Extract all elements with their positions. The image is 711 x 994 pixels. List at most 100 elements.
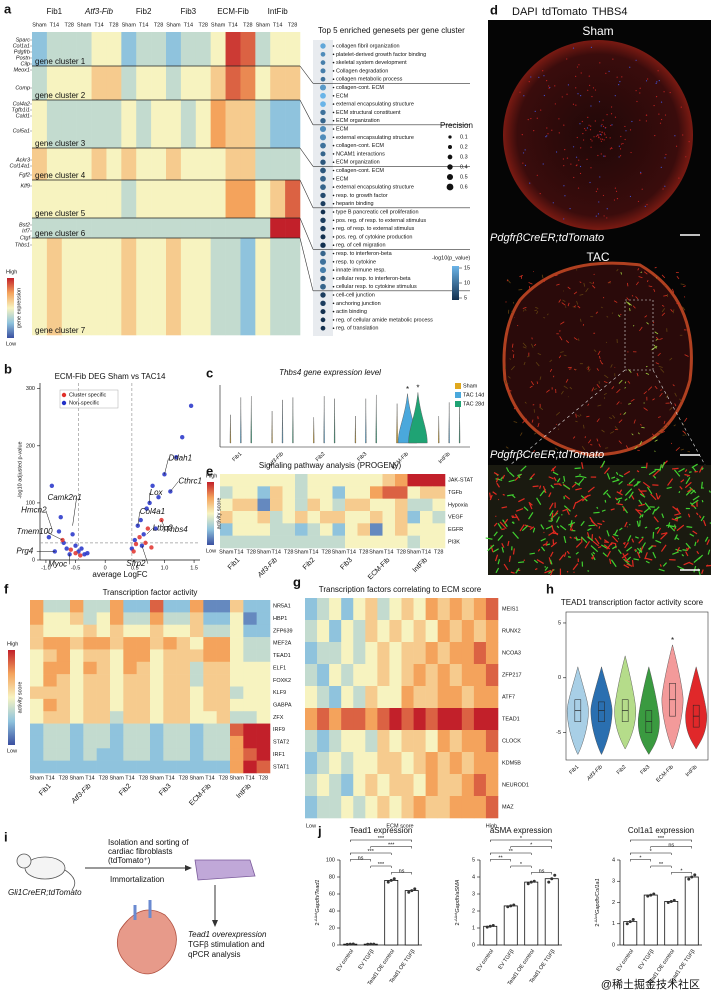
fiber xyxy=(578,338,580,342)
significance: * xyxy=(639,855,642,861)
significance: * xyxy=(530,842,533,848)
heatmap-cell xyxy=(220,535,233,549)
heatmap-cell xyxy=(485,730,499,753)
heatmap-cell xyxy=(61,32,77,67)
fiber xyxy=(673,524,677,529)
heatmap-cell xyxy=(377,730,390,753)
fiber xyxy=(580,495,588,502)
heatmap-cell xyxy=(163,748,177,761)
heatmap-cell xyxy=(70,637,84,650)
heatmap-cell xyxy=(46,238,63,336)
gene-label: Col14a1 xyxy=(10,163,31,169)
heatmap-cell xyxy=(285,218,301,239)
condition-label: T14 xyxy=(165,775,174,781)
speckle xyxy=(660,166,662,169)
fiber xyxy=(587,486,595,493)
colorbar xyxy=(8,650,15,745)
heatmap-cell xyxy=(123,723,137,737)
row-label: FOXK2 xyxy=(273,678,291,684)
heatmap-cell xyxy=(163,723,177,737)
y-tick-label: 100 xyxy=(326,857,335,863)
fiber xyxy=(598,536,602,540)
y-tick-label: 2 xyxy=(472,908,475,914)
fiber xyxy=(575,551,579,555)
fiber xyxy=(563,535,567,543)
significance: * xyxy=(520,836,523,842)
heatmap-cell xyxy=(46,148,63,181)
fiber xyxy=(548,492,552,498)
fiber xyxy=(490,545,494,553)
heatmap-cell xyxy=(190,649,204,663)
heatmap-cell xyxy=(195,100,211,149)
diagram-label: qPCR analysis xyxy=(188,950,240,959)
speckle xyxy=(573,176,575,179)
heatmap-cell xyxy=(270,66,286,101)
point xyxy=(150,483,155,488)
heatmap-cell xyxy=(401,598,414,621)
heatmap-cell xyxy=(216,649,231,663)
significance-bracket xyxy=(510,865,532,868)
fiber xyxy=(669,357,673,361)
heatmap-cell xyxy=(256,649,271,663)
heatmap-cell xyxy=(56,600,71,613)
fiber xyxy=(534,309,538,312)
fiber xyxy=(687,513,691,518)
fiber xyxy=(559,336,563,341)
heatmap-cell xyxy=(225,148,241,181)
condition-label: T14 xyxy=(309,549,318,555)
heatmap-cell xyxy=(96,624,111,638)
heatmap-cell xyxy=(76,180,92,219)
heatmap-cell xyxy=(83,686,97,700)
replicate xyxy=(392,877,396,881)
fiber xyxy=(546,389,550,393)
tac-heart xyxy=(502,261,693,457)
heatmap-cell xyxy=(136,148,152,181)
diagram-label: TGFβ stimulation and xyxy=(188,940,265,949)
fiber xyxy=(493,522,498,527)
fiber xyxy=(655,345,658,349)
speckle xyxy=(576,164,578,166)
fiber xyxy=(516,508,524,512)
replicate xyxy=(669,899,673,903)
speckle xyxy=(646,204,648,206)
significance: ns xyxy=(358,855,364,861)
fiber xyxy=(644,526,648,529)
significance-bracket xyxy=(350,859,371,862)
bullet xyxy=(332,219,335,222)
fiber xyxy=(644,552,648,560)
point xyxy=(145,526,151,531)
heatmap-cell xyxy=(295,474,308,487)
heatmap-cell xyxy=(282,474,296,487)
replicate xyxy=(485,925,489,929)
fiber xyxy=(549,568,554,576)
gene-label: Col1a1 xyxy=(13,43,30,49)
speckle xyxy=(645,80,648,82)
fiber xyxy=(579,281,582,284)
fiber xyxy=(661,308,666,313)
speckle xyxy=(592,87,595,89)
fiber xyxy=(660,532,668,535)
speckle xyxy=(563,185,565,187)
heatmap-cell xyxy=(220,511,233,524)
heatmap-cell xyxy=(43,686,57,700)
speckle xyxy=(624,125,626,128)
heatmap-cell xyxy=(389,708,402,731)
fiber xyxy=(558,299,561,303)
speckle xyxy=(591,95,593,98)
heatmap-cell xyxy=(473,642,487,665)
annotation-leader xyxy=(164,458,169,475)
panel-label: e xyxy=(206,463,213,478)
heatmap-cell xyxy=(163,649,177,663)
heatmap-cell xyxy=(220,474,233,487)
fiber xyxy=(696,539,700,543)
fiber xyxy=(644,315,648,318)
fiber xyxy=(487,544,495,552)
y-axis-label-part: -ΔΔct xyxy=(593,913,598,924)
fiber xyxy=(501,546,505,553)
legend-label: 0.5 xyxy=(460,174,468,180)
heatmap-cell xyxy=(123,735,137,749)
fiber xyxy=(507,540,510,547)
speckle xyxy=(618,156,620,158)
y-tick-label: 0 xyxy=(332,942,335,948)
fiber xyxy=(611,535,619,543)
